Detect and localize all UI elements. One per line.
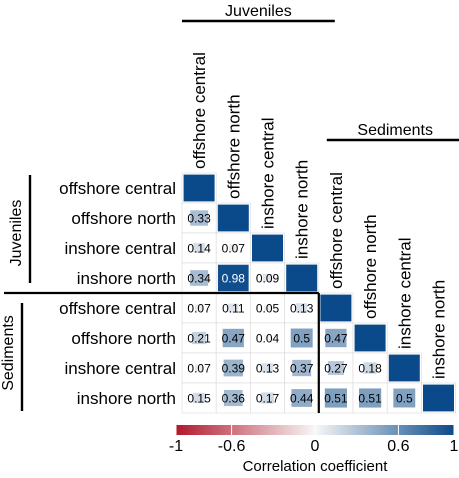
row-label: offshore central [59,179,176,198]
cell-value-label: 0.47 [324,331,348,345]
column-label: inshore central [259,117,278,229]
heatmap-cell [190,270,209,286]
heatmap-cell [261,392,274,404]
cell-value-label: 0.11 [222,301,245,315]
column-label: offshore central [190,52,209,169]
heatmap-cell [217,264,249,292]
colorbar-ticks: -1 -0.6 0 0.6 1 [169,425,459,455]
cell-value-label: 0.18 [358,361,382,375]
cell-value-label: 0.47 [222,331,246,345]
row-label: inshore north [77,269,176,288]
column-group-label: Sediments [357,122,433,139]
heatmap-cell [320,294,352,322]
cell-value-label: 0.21 [187,331,211,345]
row-group-label: Sediments [0,315,17,391]
heatmap-cell [252,234,283,262]
cell-value-label: 0.07 [187,361,211,375]
cell-value-label: 0.13 [290,301,314,315]
column-labels: offshore central offshore north inshore ce… [190,52,448,379]
heatmap-cell [324,388,347,408]
cell-value-label: 0.98 [222,271,246,285]
column-group-label: Juveniles [225,3,292,20]
colorbar-title: Correlation coefficient [243,458,389,475]
heatmap-cell [327,361,344,375]
heatmap-cell [264,335,271,341]
cell-value-label: 0.17 [256,391,280,405]
colorbar-tick-label: 0 [311,438,320,455]
heatmap-cell [262,273,273,283]
cell-value-label: 0.37 [290,361,314,375]
heatmap-cell [194,304,204,312]
cell-value-label: 0.51 [358,391,382,405]
cell-value-label: 0.09 [256,271,280,285]
heatmap-cell [264,305,271,311]
row-label: inshore central [64,239,176,258]
heatmap-cell [217,204,249,232]
row-label: inshore central [64,359,176,378]
heatmap-cell [291,389,312,407]
heatmap-cell [261,363,274,373]
colorbar-tick-label: 1 [450,438,459,455]
column-label: offshore central [327,172,346,289]
heatmap-cell [222,328,244,348]
heatmap-cell [290,328,313,348]
heatmap-cell [363,362,377,374]
cell-value-label: 0.05 [256,301,280,315]
cell-value-label: 0.04 [256,331,280,345]
heatmap-cell [194,364,204,372]
column-label: inshore north [430,280,449,379]
row-group-label: Juveniles [8,200,25,267]
cell-value-label: 0.13 [256,361,280,375]
cell-value-label: 0.14 [187,241,211,255]
row-label: offshore north [71,209,176,228]
cell-value-label: 0.5 [396,391,413,405]
column-label: inshore central [395,237,414,349]
heatmap-cell [193,392,206,404]
heatmap-cell [190,210,209,226]
cell-value-label: 0.51 [324,391,348,405]
heatmap-cell [359,388,382,408]
colorbar-tick-label: -0.6 [218,438,246,455]
cell-value-label: 0.33 [187,211,211,225]
heatmap-cell [183,174,215,202]
colorbar: -1 -0.6 0 0.6 1 Correlation coefficient [169,425,459,475]
column-label: offshore north [224,94,243,199]
heatmap-cell [354,324,386,352]
column-label: offshore north [361,214,380,319]
heatmap-cell [325,328,347,348]
heatmap-cell [228,303,239,313]
cell-value-label: 0.07 [187,301,211,315]
cell-value-label: 0.5 [293,331,310,345]
heatmap-cell [393,388,416,408]
cell-value-label: 0.36 [222,391,246,405]
cell-value-label: 0.44 [290,391,314,405]
colorbar-tick-label: -1 [169,438,183,455]
heatmap-cell [193,242,205,254]
colorbar-tick-label: 0.6 [387,438,409,455]
heatmap-cell [292,359,312,377]
cell-value-label: 0.07 [222,241,246,255]
heatmap-cell [286,264,318,292]
heatmap-cell [423,384,454,412]
row-label: offshore central [59,299,176,318]
heatmap-cell [224,389,243,407]
heatmap-cell [223,359,243,377]
column-label: inshore north [293,160,312,259]
cell-value-label: 0.39 [222,361,246,375]
cell-value-label: 0.34 [187,271,211,285]
row-label: offshore north [71,329,176,348]
row-labels: offshore central offshore north inshore ce… [59,179,176,408]
heatmap-cell [296,303,308,313]
heatmap-cell [191,331,207,345]
row-label: inshore north [77,389,176,408]
heatmap-cell [388,354,420,382]
heatmap-cell [229,244,238,252]
cell-value-label: 0.27 [324,361,348,375]
group-brackets: Juveniles Juveniles Sediments Sediments [0,3,459,413]
cell-value-label: 0.15 [187,391,211,405]
